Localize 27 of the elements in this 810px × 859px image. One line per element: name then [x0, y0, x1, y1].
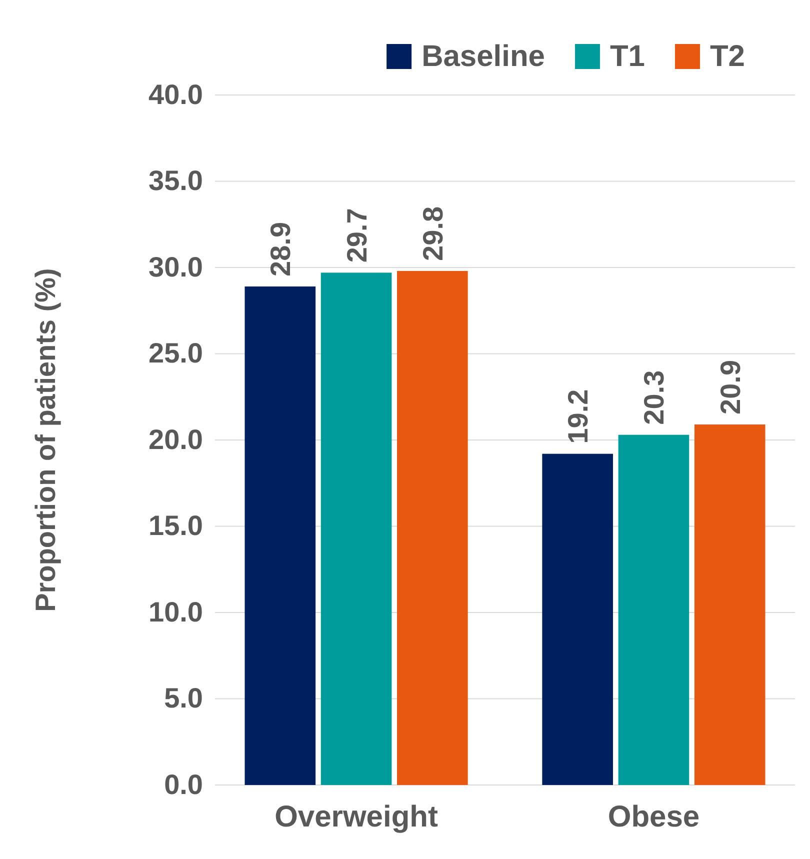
y-tick-label: 25.0 — [148, 338, 203, 369]
x-tick-label: Overweight — [274, 800, 438, 834]
y-tick-label: 10.0 — [148, 596, 203, 628]
bar — [397, 270, 468, 785]
legend-label: Baseline — [422, 40, 545, 73]
y-tick-label: 0.0 — [164, 768, 203, 800]
y-tick-label: 5.0 — [164, 682, 203, 714]
data-label: 29.8 — [417, 206, 448, 261]
y-tick-label: 30.0 — [148, 251, 203, 282]
legend-label: T2 — [710, 40, 745, 73]
y-tick-label: 35.0 — [148, 165, 203, 196]
bar — [542, 454, 613, 785]
data-label: 20.3 — [638, 370, 670, 425]
bar — [320, 272, 392, 785]
y-tick-label: 40.0 — [148, 78, 203, 110]
bar — [618, 434, 690, 785]
legend-label: T1 — [610, 40, 645, 73]
data-label: 19.2 — [562, 389, 594, 444]
data-label: 20.9 — [714, 360, 746, 414]
data-label: 28.9 — [265, 222, 296, 276]
data-label: 29.7 — [341, 208, 372, 263]
x-tick-label: Obese — [608, 800, 700, 834]
bar — [694, 424, 766, 785]
y-axis-title: Proportion of patients (%) — [30, 268, 61, 612]
y-tick-label: 20.0 — [148, 424, 203, 455]
y-tick-label: 15.0 — [148, 510, 203, 542]
bar — [244, 286, 316, 785]
